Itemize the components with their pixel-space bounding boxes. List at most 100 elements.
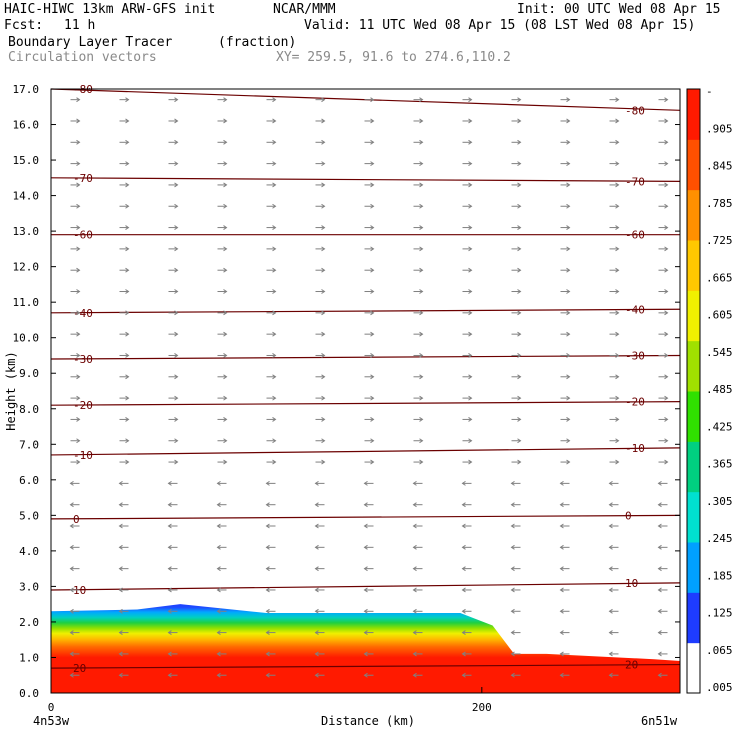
y-tick-label: 17.0 [13,83,40,96]
circulation-vector-head [125,267,130,273]
circulation-vector-head [363,608,368,614]
circulation-vector-head [461,566,466,572]
circulation-vector-head [615,161,620,167]
colorbar-label: .605 [706,309,733,322]
circulation-vector-head [566,118,571,124]
circulation-vector-head [559,651,564,657]
circulation-vector-head [125,310,130,316]
circulation-vector-head [321,161,326,167]
circulation-vector-head [76,161,81,167]
circulation-vector-head [664,438,669,444]
circulation-vector-head [272,331,277,337]
circulation-vector-head [272,97,277,103]
circulation-vector-head [370,267,375,273]
circulation-vector-head [615,395,620,401]
circulation-vector-head [174,289,179,294]
circulation-vector-head [566,374,571,380]
circulation-vector-head [321,203,326,209]
circulation-vector-head [272,161,277,167]
contour-label: 10 [73,584,86,597]
contour-line [50,401,681,406]
circulation-vector-head [370,331,375,337]
circulation-vector-head [167,608,172,614]
circulation-vector-head [125,289,130,294]
colorbar-label: .185 [706,569,733,582]
circulation-vector-head [608,566,613,572]
circulation-vector-head [363,480,368,486]
colorbar-swatch [687,139,700,191]
circulation-vector-head [223,182,228,188]
colorbar-swatch [687,340,700,392]
circulation-vector-head [174,246,179,252]
y-tick-label: 7.0 [19,438,39,451]
circulation-vector-head [566,225,571,230]
y-tick-label: 10.0 [13,332,40,345]
circulation-vector-head [608,630,613,636]
circulation-vector-head [216,502,221,508]
circulation-vector-head [608,672,613,678]
circulation-vector-head [510,672,515,678]
circulation-vector-head [265,544,270,550]
circulation-vector-head [608,502,613,508]
circulation-vector-head [272,225,277,230]
circulation-vector-head [167,502,172,508]
contour-label: 20 [73,662,86,675]
y-tick-label: 3.0 [19,580,39,593]
colorbar-swatch [687,542,700,593]
circulation-vector-head [559,544,564,550]
circulation-vector-head [468,417,473,422]
circulation-vector-head [272,417,277,422]
circulation-vector-head [272,246,277,252]
circulation-vector-head [664,289,669,294]
contour-label: -60 [625,229,645,242]
y-tick-label: 2.0 [19,616,39,629]
circulation-vector-head [615,225,620,230]
circulation-vector-head [321,331,326,337]
circulation-vector-head [125,225,130,230]
org-label: NCAR/MMM [273,2,336,17]
circulation-vector-head [657,630,662,636]
circulation-vector-head [517,267,522,273]
contour-label: -10 [73,449,93,462]
circulation-vector-head [174,353,179,358]
circulation-vector-head [223,267,228,273]
x-tick-label: 200 [472,701,492,714]
circulation-vector-head [566,417,571,422]
circulation-vector-head [167,523,172,529]
circulation-vector-head [468,267,473,273]
contour-line [50,582,681,591]
circulation-vector-head [125,438,130,444]
circulation-vector-head [265,672,270,678]
circulation-vector-head [419,267,424,273]
circulation-vector-head [657,566,662,572]
circulation-vector-head [468,395,473,401]
circulation-vector-head [468,203,473,209]
circulation-vector-head [615,438,620,444]
colorbar-label: .905 [706,122,733,135]
circulation-vector-head [461,502,466,508]
contour-label: -70 [625,175,645,188]
circulation-vector-head [167,672,172,678]
circulation-vector-head [76,310,81,316]
circulation-vector-head [468,246,473,252]
circulation-vector-head [517,118,522,124]
circulation-vector-head [517,417,522,422]
colorbar-swatch [687,491,700,543]
init-time: Init: 00 UTC Wed 08 Apr 15 [517,2,721,17]
circulation-vector-head [76,374,81,380]
circulation-vector-head [419,395,424,401]
circulation-vector-head [167,480,172,486]
circulation-vector-head [272,182,277,188]
colorbar-label: .245 [706,532,733,545]
circulation-vector-head [615,417,620,422]
circulation-vector-head [69,587,74,593]
colorbar-label: .665 [706,271,733,284]
circulation-vector-head [664,182,669,188]
circulation-vector-head [412,587,417,593]
circulation-vector-head [370,139,375,145]
circulation-vector-head [363,672,368,678]
circulation-vector-head [370,395,375,401]
circulation-vector-head [419,225,424,230]
y-tick-label: 8.0 [19,403,39,416]
circulation-vector-head [615,139,620,145]
